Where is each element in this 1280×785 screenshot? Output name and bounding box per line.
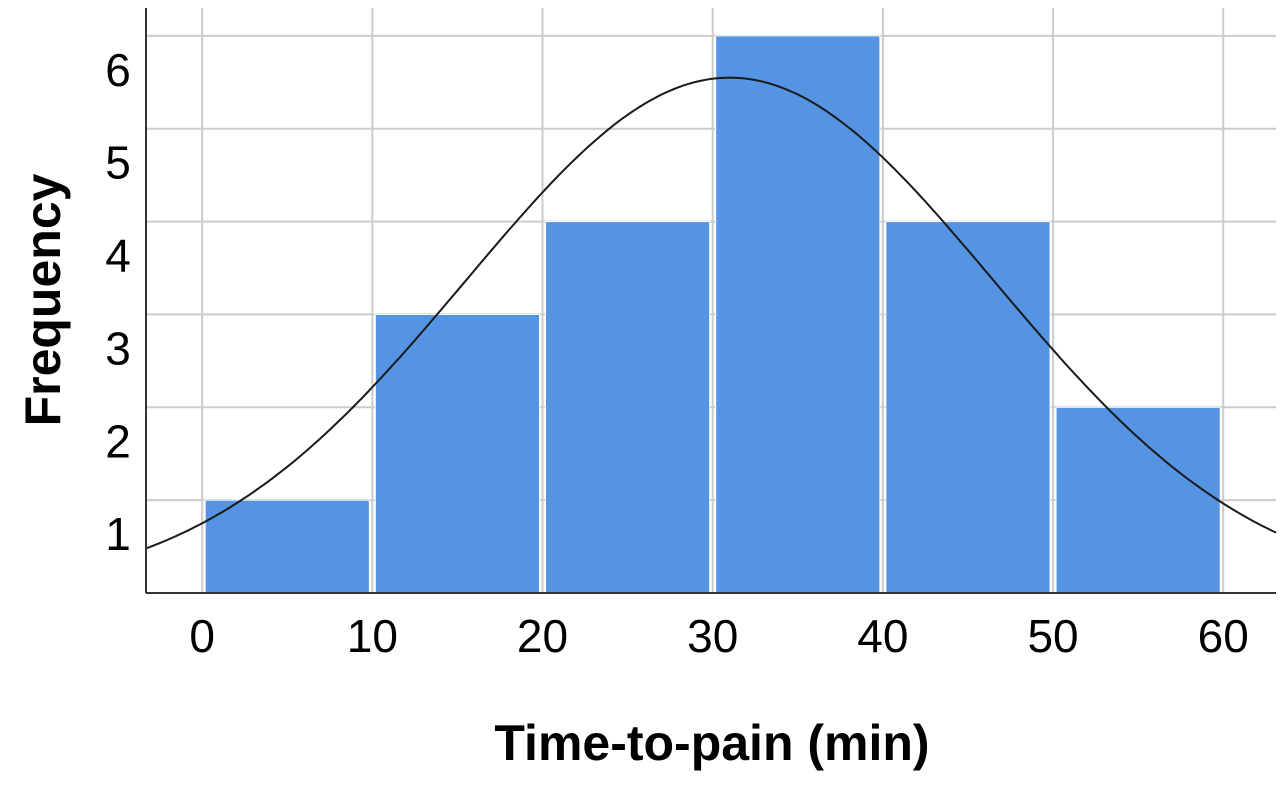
x-tick-label-50: 50 <box>1027 610 1078 662</box>
y-tick-label-6: 6 <box>105 44 131 96</box>
histogram-bar-4 <box>715 35 881 594</box>
y-tick-label-3: 3 <box>105 322 131 374</box>
y-tick-label-1: 1 <box>105 508 131 560</box>
histogram-bar-5 <box>885 221 1051 594</box>
histogram-bar-1 <box>204 499 370 594</box>
x-tick-label-40: 40 <box>857 610 908 662</box>
histogram-bar-2 <box>374 313 541 594</box>
tick-labels: 0 10 20 30 40 50 60 1 2 3 4 5 6 <box>105 44 1249 662</box>
x-tick-label-20: 20 <box>517 610 568 662</box>
y-tick-label-4: 4 <box>105 230 131 282</box>
histogram-bars <box>204 35 1221 594</box>
normal-distribution-curve <box>145 76 1277 550</box>
x-axis-title: Time-to-pain (min) <box>494 715 929 771</box>
axes <box>145 8 1276 594</box>
x-tick-label-0: 0 <box>189 610 215 662</box>
grid <box>146 8 1276 593</box>
x-tick-label-10: 10 <box>347 610 398 662</box>
normal-curve <box>145 76 1277 550</box>
y-tick-label-5: 5 <box>105 137 131 189</box>
histogram-bar-3 <box>545 221 711 594</box>
histogram-bar-6 <box>1055 406 1221 594</box>
y-axis-title: Frequency <box>15 173 71 426</box>
x-tick-label-30: 30 <box>687 610 738 662</box>
x-tick-label-60: 60 <box>1198 610 1249 662</box>
y-tick-label-2: 2 <box>105 415 131 467</box>
